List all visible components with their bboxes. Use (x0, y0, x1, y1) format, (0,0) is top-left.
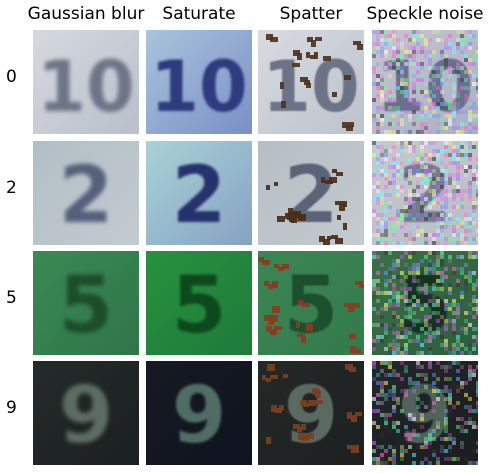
row-label: 2 (6, 178, 17, 198)
thumbnail-gaussian-blur: 5 (33, 251, 139, 355)
column-header: Spatter (279, 4, 343, 24)
digit-in-image: 9 (59, 371, 113, 461)
thumbnail-speckle-noise: 2 (372, 141, 478, 245)
thumbnail-spatter: 2 (258, 141, 364, 245)
thumbnail-gaussian-blur: 10 (33, 30, 139, 134)
row-label: 9 (6, 398, 17, 418)
thumbnail-gaussian-blur: 2 (33, 141, 139, 245)
row-label: 5 (6, 288, 17, 308)
thumbnail-spatter: 10 (258, 30, 364, 134)
thumbnail-speckle-noise: 10 (372, 30, 478, 134)
thumbnail-saturate: 9 (146, 361, 252, 465)
digit-in-image: 9 (172, 371, 226, 461)
thumbnail-speckle-noise: 9 (372, 361, 478, 465)
column-header: Saturate (162, 4, 236, 24)
digit-in-image: 10 (376, 46, 473, 128)
digit-in-image: 2 (59, 151, 113, 241)
thumbnail-spatter: 5 (258, 251, 364, 355)
digit-in-image: 10 (150, 46, 247, 128)
thumbnail-saturate: 10 (146, 30, 252, 134)
column-header: Gaussian blur (27, 4, 145, 24)
digit-in-image: 5 (284, 261, 338, 351)
thumbnail-spatter: 9 (258, 361, 364, 465)
digit-in-image: 5 (172, 261, 226, 351)
thumbnail-gaussian-blur: 9 (33, 361, 139, 465)
digit-in-image: 2 (172, 151, 226, 241)
row-label: 0 (6, 67, 17, 87)
thumbnail-saturate: 5 (146, 251, 252, 355)
digit-in-image: 2 (284, 151, 338, 241)
thumbnail-saturate: 2 (146, 141, 252, 245)
digit-in-image: 10 (37, 46, 134, 128)
digit-in-image: 5 (59, 261, 113, 351)
digit-in-image: 9 (284, 371, 338, 461)
thumbnail-speckle-noise: 5 (372, 251, 478, 355)
column-header: Speckle noise (366, 4, 484, 24)
